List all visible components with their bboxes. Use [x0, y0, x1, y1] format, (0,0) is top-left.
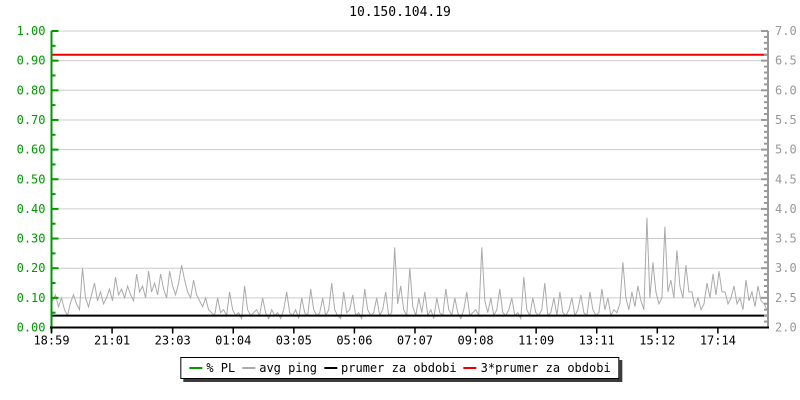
chart-title: 10.150.104.19 — [349, 5, 451, 20]
right-axis-label: 5.5 — [775, 113, 797, 127]
left-axis-label: 0.30 — [17, 232, 46, 246]
left-axis-label: 0.70 — [17, 113, 46, 127]
legend-label-avg-ping: avg ping — [259, 361, 318, 375]
left-axis-label: 0.90 — [17, 54, 46, 68]
x-axis-label: 07:07 — [397, 334, 433, 348]
x-axis-label: 01:04 — [215, 334, 251, 348]
legend-item-pl: % PL — [189, 361, 235, 375]
legend-item-prumer: prumer za obdobi — [324, 361, 457, 375]
left-axis-label: 0.60 — [17, 143, 46, 157]
right-axis-label: 2.0 — [775, 321, 797, 335]
avg-ping-series-line — [52, 217, 768, 321]
x-axis-label: 03:05 — [276, 334, 312, 348]
x-axis-label: 15:12 — [639, 334, 675, 348]
left-axis-label: 1.00 — [17, 24, 46, 38]
left-axis-label: 0.40 — [17, 202, 46, 216]
x-axis-label: 11:09 — [518, 334, 554, 348]
right-axis-label: 7.0 — [775, 24, 797, 38]
legend-label-prumer: prumer za obdobi — [341, 361, 457, 375]
left-axis-label: 0.20 — [17, 261, 46, 275]
left-axis-label: 0.50 — [17, 172, 46, 186]
right-axis-label: 6.5 — [775, 54, 797, 68]
right-axis-label: 5.0 — [775, 143, 797, 157]
x-axis-label: 13:11 — [579, 334, 615, 348]
x-axis-label: 09:08 — [457, 334, 493, 348]
right-axis-label: 6.0 — [775, 83, 797, 97]
right-axis-label: 3.0 — [775, 261, 797, 275]
legend-label-pl: % PL — [206, 361, 236, 375]
prumer-line-swatch-icon — [324, 367, 338, 369]
right-axis-label: 3.5 — [775, 232, 797, 246]
legend-label-3x-prumer: 3*prumer za obdobi — [480, 361, 611, 375]
right-axis-label: 4.0 — [775, 202, 797, 216]
x-axis-label: 21:01 — [94, 334, 130, 348]
right-axis-label: 2.5 — [775, 291, 797, 305]
x-axis-label: 23:03 — [155, 334, 191, 348]
right-axis-label: 4.5 — [775, 172, 797, 186]
3x-prumer-line-swatch-icon — [463, 367, 477, 369]
x-axis-label: 18:59 — [33, 334, 69, 348]
left-axis-label: 0.10 — [17, 291, 46, 305]
ping-chart: 1.00 0.90 0.80 0.70 0.60 0.50 0.40 0.30 0.20 0.10… — [17, 24, 797, 348]
left-axis-label: 0.80 — [17, 83, 46, 97]
legend-item-avg-ping: avg ping — [242, 361, 317, 375]
x-axis-label: 05:06 — [336, 334, 372, 348]
pl-line-swatch-icon — [189, 367, 203, 369]
x-axis-label: 17:14 — [700, 334, 736, 348]
avg-ping-line-swatch-icon — [242, 367, 256, 369]
legend: % PL avg ping prumer za obdobi 3*prumer … — [180, 357, 620, 379]
left-axis-label: 0.00 — [17, 321, 46, 335]
legend-item-3x-prumer: 3*prumer za obdobi — [463, 361, 611, 375]
